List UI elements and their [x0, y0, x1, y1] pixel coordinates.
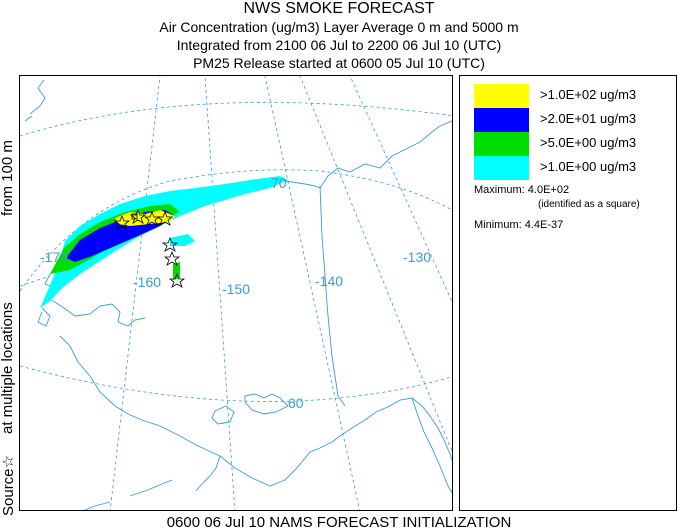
concentration-subtitle: Air Concentration (ug/m3) Layer Average …: [159, 19, 519, 35]
source-star-7: [168, 272, 186, 288]
source-star-6: [163, 250, 181, 266]
alaska-map: -170 -160 -150 -140 -130 70 60: [20, 76, 452, 510]
southeast-alaska-coast: [411, 397, 452, 494]
legend-swatch-yellow: [474, 84, 529, 108]
plume-level-2-patch: [173, 262, 180, 280]
source-star-1: [113, 214, 131, 230]
legend-swatch-blue: [474, 108, 529, 132]
source-star-2: [129, 208, 147, 224]
aleutian-islands: [83, 479, 173, 510]
map-title: NWS SMOKE FORECAST: [243, 0, 435, 17]
alaska-peninsula: [195, 455, 221, 492]
forecast-initialization-footer: 0600 06 Jul 10 NAMS FORECAST INITIALIZAT…: [166, 514, 512, 531]
coastlines: [24, 79, 452, 510]
maximum-square: [131, 213, 138, 220]
meridian-150: [204, 76, 236, 510]
plume-level-1-patch: [170, 234, 195, 246]
latitude-60-line: [20, 365, 452, 402]
legend-label-4: >1.0E+00 ug/m3: [540, 159, 637, 174]
latitude-80-line: [20, 102, 452, 137]
st-lawrence-island: [37, 307, 51, 327]
maximum-note: (identified as a square): [538, 199, 640, 210]
lat-label-60: 60: [288, 395, 304, 411]
canadian-arctic-coast: [314, 120, 452, 189]
release-start: PM25 Release started at 0600 05 Jul 10 (…: [193, 55, 485, 71]
source-markers: [113, 208, 186, 288]
lon-label-170: -170: [40, 249, 68, 265]
legend-swatch-green: [474, 132, 529, 156]
meridian-140: [264, 76, 360, 510]
plume-level-4: [115, 210, 175, 226]
source-star-5: [161, 236, 179, 252]
chukotka-coast: [24, 79, 46, 122]
meridian-120: [349, 76, 452, 303]
legend-item-1: >1.0E+02 ug/m3: [474, 84, 674, 108]
legend-label-2: >2.0E+01 ug/m3: [540, 111, 637, 126]
legend-item-4: >1.0E+00 ug/m3: [474, 156, 674, 180]
legend-swatch-cyan: [474, 156, 529, 180]
meridian-160: [109, 76, 161, 510]
meridian-170: [20, 275, 51, 287]
map-panel: -170 -160 -150 -140 -130 70 60: [19, 75, 453, 511]
lon-label-150: -150: [222, 281, 250, 297]
alaska-canada-border: [319, 185, 346, 407]
height-label: from 100 m: [0, 140, 16, 216]
source-description: Source☆ at multiple locations from 100 m: [0, 76, 17, 516]
source-star-4: [156, 210, 174, 226]
norton-sound-coast: [63, 303, 146, 327]
lon-label-140: -140: [315, 273, 343, 289]
gulf-of-alaska-coast: [219, 397, 452, 487]
legend-label-1: >1.0E+02 ug/m3: [540, 87, 637, 102]
maximum-value: Maximum: 4.0E+02: [474, 184, 570, 196]
legend-item-3: >5.0E+00 ug/m3: [474, 132, 674, 156]
lon-label-130: -130: [403, 249, 431, 265]
smoke-plume: [40, 176, 288, 308]
legend-panel: >1.0E+02 ug/m3 >2.0E+01 ug/m3 >5.0E+00 u…: [459, 75, 677, 511]
map-axis-labels: -170 -160 -150 -140 -130 70 60: [40, 175, 431, 411]
integration-period: Integrated from 2100 06 Jul to 2200 06 J…: [176, 37, 502, 53]
kodiak-island: [211, 405, 235, 425]
minimum-value: Minimum: 4.4E-37: [474, 219, 564, 231]
bristol-bay-coast: [59, 335, 221, 457]
source-label: Source☆: [0, 455, 17, 516]
lon-label-160: -160: [133, 274, 161, 290]
locations-label: at multiple locations: [0, 302, 16, 434]
legend-item-2: >2.0E+01 ug/m3: [474, 108, 674, 132]
kenai-peninsula: [244, 393, 289, 415]
meridian-130: [299, 76, 452, 453]
legend-label-3: >5.0E+00 ug/m3: [540, 135, 637, 150]
lat-label-70: 70: [271, 175, 287, 191]
